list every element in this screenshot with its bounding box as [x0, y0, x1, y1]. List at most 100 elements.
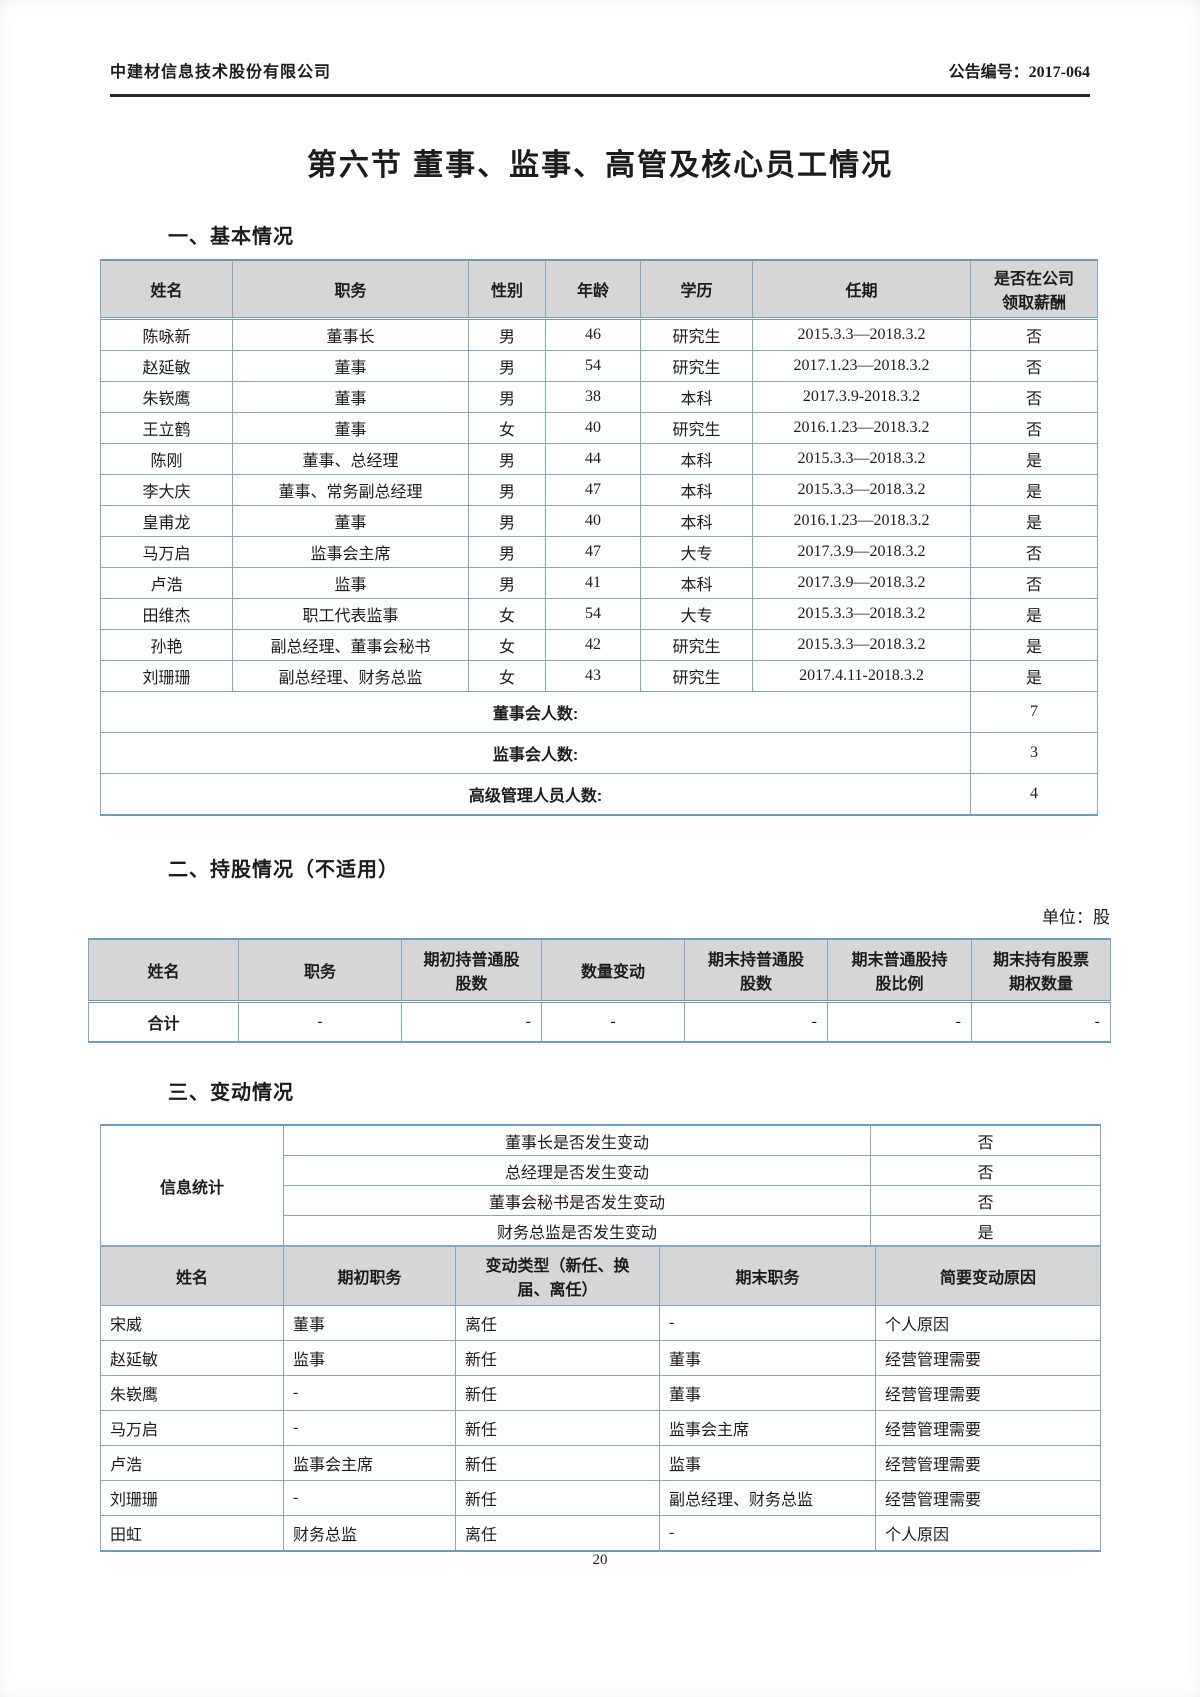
col-options-end: 期末持有股票 期权数量: [971, 938, 1111, 1003]
cell: 男: [468, 443, 546, 475]
col-age: 年龄: [545, 259, 641, 320]
page-title: 第六节 董事、监事、高管及核心员工情况: [306, 149, 894, 182]
cell: -: [238, 1001, 402, 1043]
cell: -: [827, 1001, 972, 1043]
table-row: 卢浩 监事会主席 新任 监事 经营管理需要: [100, 1445, 1101, 1481]
cell: 46: [545, 318, 641, 351]
cell: 40: [545, 412, 641, 444]
unit-label: 单位：股: [1042, 908, 1110, 927]
cell: -: [971, 1001, 1111, 1043]
shareholding-table: 姓名 职务 期初持普通股 股数 数量变动 期末持普通股 股数 期末普通股持 股比…: [88, 938, 1111, 1043]
cell: 个人原因: [875, 1515, 1101, 1552]
cell: 马万启: [100, 536, 233, 568]
basic-info-table: 姓名 职务 性别 年龄 学历 任期 是否在公司 领取薪酬 陈咏新 董事长男 46 研究…: [100, 259, 1098, 816]
cell: 男: [468, 350, 546, 382]
cell: 大专: [640, 598, 753, 630]
cell: 朱嵚鹰: [100, 381, 233, 413]
cell: -: [659, 1305, 876, 1341]
stats-row: 总经理是否发生变动 否: [101, 1155, 1101, 1186]
cell: 研究生: [640, 350, 753, 382]
cell: 研究生: [640, 629, 753, 661]
table-row: 赵延敏 董事男 54 研究生 2017.1.23—2018.3.2 否: [100, 350, 1098, 382]
cell: 副总经理、董事会秘书: [232, 629, 469, 661]
table-row: 刘珊珊 副总经理、财务总监女 43 研究生 2017.4.11-2018.3.2 是: [100, 660, 1098, 692]
stats-row: 财务总监是否发生变动 是: [101, 1215, 1101, 1246]
cell: 2015.3.3—2018.3.2: [752, 443, 971, 475]
cell: 监事: [232, 567, 469, 599]
document-header: 中建材信息技术股份有限公司 公告编号：2017-064: [110, 58, 1090, 97]
col-name: 姓名: [88, 938, 239, 1003]
cell: 是: [970, 629, 1098, 661]
cell: 2015.3.3—2018.3.2: [752, 598, 971, 630]
cell: 新任: [455, 1340, 660, 1376]
col-name: 姓名: [100, 259, 233, 320]
col-name: 姓名: [100, 1246, 284, 1306]
summary-label: 高级管理人员人数:: [100, 773, 971, 816]
col-position-begin: 期初职务: [283, 1246, 456, 1306]
table-row: 李大庆 董事、常务副总经理男 47 本科 2015.3.3—2018.3.2 是: [100, 474, 1098, 506]
stats-answer: 否: [870, 1185, 1101, 1216]
cell: 2016.1.23—2018.3.2: [752, 412, 971, 444]
cell: 孙艳: [100, 629, 233, 661]
cell: 新任: [455, 1480, 660, 1516]
cell: 女: [468, 629, 546, 661]
table-header-row: 姓名 职务 性别 年龄 学历 任期 是否在公司 领取薪酬: [100, 259, 1098, 320]
table-header-row: 姓名 期初职务 变动类型（新任、换 届、离任） 期末职务 简要变动原因: [100, 1246, 1101, 1306]
cell: 女: [468, 660, 546, 692]
cell: 职工代表监事: [232, 598, 469, 630]
cell: 王立鹤: [100, 412, 233, 444]
cell: 田维杰: [100, 598, 233, 630]
table-row: 马万启 监事会主席男 47 大专 2017.3.9—2018.3.2 否: [100, 536, 1098, 568]
stats-answer: 否: [870, 1155, 1101, 1186]
cell: 男: [468, 318, 546, 351]
cell: 是: [970, 505, 1098, 537]
page-number: 20: [592, 1552, 608, 1568]
cell: 董事: [232, 412, 469, 444]
col-shares-begin: 期初持普通股 股数: [401, 938, 542, 1003]
cell: 离任: [455, 1515, 660, 1552]
cell: 监事: [283, 1340, 456, 1376]
cell: 陈咏新: [100, 318, 233, 351]
cell: 2017.1.23—2018.3.2: [752, 350, 971, 382]
cell: 本科: [640, 474, 753, 506]
cell: 经营管理需要: [875, 1445, 1101, 1481]
col-salary: 是否在公司 领取薪酬: [970, 259, 1098, 320]
cell: 赵延敏: [100, 1340, 284, 1376]
cell: 男: [468, 505, 546, 537]
table-row: 陈咏新 董事长男 46 研究生 2015.3.3—2018.3.2 否: [100, 318, 1098, 351]
cell: 新任: [455, 1445, 660, 1481]
cell: 董事、常务副总经理: [232, 474, 469, 506]
cell: 监事: [659, 1445, 876, 1481]
cell: 宋威: [100, 1305, 284, 1341]
stats-row: 信息统计 董事长是否发生变动 否: [100, 1124, 1101, 1246]
cell: 研究生: [640, 412, 753, 444]
summary-value: 4: [970, 773, 1098, 816]
cell: 本科: [640, 381, 753, 413]
cell: 陈刚: [100, 443, 233, 475]
cell: 2015.3.3—2018.3.2: [752, 629, 971, 661]
cell: 经营管理需要: [875, 1480, 1101, 1516]
cell: 刘珊珊: [100, 660, 233, 692]
section-heading-holding: 二、持股情况（不适用）: [168, 859, 399, 881]
stats-label: 信息统计: [100, 1124, 284, 1246]
cell: 董事长: [232, 318, 469, 351]
cell: -: [283, 1375, 456, 1411]
cell: 田虹: [100, 1515, 284, 1552]
table-row: 孙艳 副总经理、董事会秘书女 42 研究生 2015.3.3—2018.3.2 是: [100, 629, 1098, 661]
stats-question: 财务总监是否发生变动: [283, 1215, 871, 1246]
cell: 2016.1.23—2018.3.2: [752, 505, 971, 537]
cell: 卢浩: [100, 567, 233, 599]
cell: -: [684, 1001, 828, 1043]
cell: 男: [468, 474, 546, 506]
total-label: 合计: [88, 1001, 239, 1043]
cell: 否: [970, 381, 1098, 413]
cell: 马万启: [100, 1410, 284, 1446]
cell: 财务总监: [283, 1515, 456, 1552]
announcement-number: 公告编号：2017-064: [948, 64, 1090, 81]
stats-answer: 否: [870, 1124, 1101, 1156]
cell: 38: [545, 381, 641, 413]
table-row: 朱嵚鹰 董事男 38 本科 2017.3.9-2018.3.2 否: [100, 381, 1098, 413]
cell: 54: [545, 350, 641, 382]
cell: 41: [545, 567, 641, 599]
